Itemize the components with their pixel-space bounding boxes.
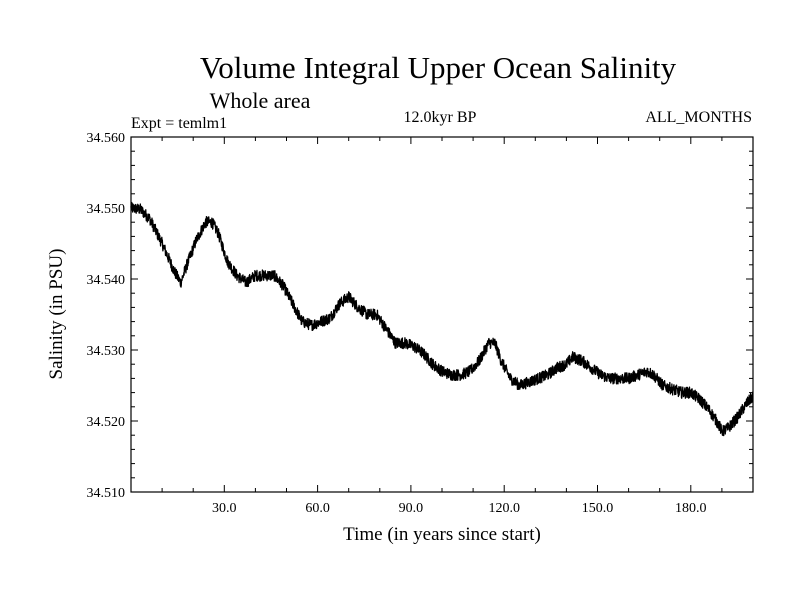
y-tick-label: 34.520: [87, 415, 126, 430]
x-tick-label: 90.0: [399, 501, 424, 516]
y-tick-label: 34.510: [87, 486, 126, 501]
y-axis: 34.510 34.520 34.530 34.540 34.550 34.560: [87, 131, 753, 501]
x-tick-label: 150.0: [582, 501, 614, 516]
y-tick-label: 34.550: [87, 202, 126, 217]
plot-area: [130, 136, 754, 493]
y-tick-label: 34.530: [87, 344, 126, 359]
y-axis-label: Salinity (in PSU): [46, 249, 67, 380]
x-axis-label: Time (in years since start): [343, 524, 541, 545]
x-tick-label: 30.0: [212, 501, 237, 516]
chart-subtitle: Whole area: [210, 88, 311, 113]
period-label: 12.0kyr BP: [404, 109, 477, 126]
x-tick-label: 180.0: [675, 501, 707, 516]
chart-title: Volume Integral Upper Ocean Salinity: [200, 50, 677, 85]
experiment-label: Expt = temlm1: [131, 115, 227, 132]
plot-frame: [130, 136, 754, 493]
y-tick-label: 34.560: [87, 131, 126, 146]
season-label: ALL_MONTHS: [645, 109, 752, 126]
y-tick-label: 34.540: [87, 273, 126, 288]
x-tick-label: 60.0: [305, 501, 330, 516]
series-line-salinity: [130, 201, 754, 437]
x-axis: 30.0 60.0 90.0 120.0 150.0 180.0: [161, 137, 723, 516]
x-tick-label: 120.0: [488, 501, 520, 516]
